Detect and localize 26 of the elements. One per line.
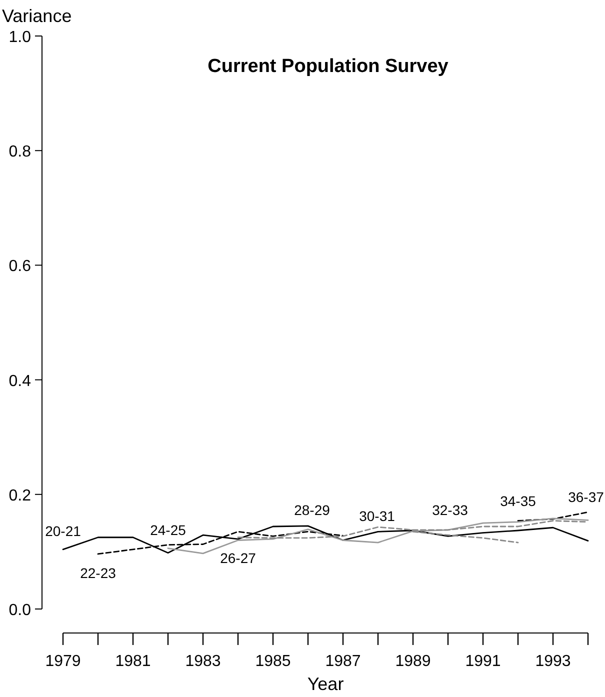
annotation: 30-31 bbox=[359, 508, 396, 524]
x-tick-label: 1993 bbox=[535, 653, 571, 670]
annotation: 24-25 bbox=[150, 522, 186, 538]
annotation: 32-33 bbox=[432, 502, 468, 518]
x-tick-label: 1989 bbox=[395, 653, 431, 670]
x-axis-title: Year bbox=[307, 674, 344, 694]
x-tick-label: 1985 bbox=[255, 653, 291, 670]
annotation: 34-35 bbox=[500, 493, 536, 509]
x-tick-label: 1987 bbox=[325, 653, 361, 670]
y-tick-label: 0.8 bbox=[8, 144, 32, 161]
y-tick-label: 0.2 bbox=[8, 487, 32, 504]
annotation: 28-29 bbox=[294, 502, 330, 518]
y-tick-label: 0.4 bbox=[8, 372, 32, 390]
x-tick-label: 1991 bbox=[465, 653, 501, 670]
x-tick-label: 1979 bbox=[45, 653, 81, 670]
text: 1.0 bbox=[8, 29, 31, 46]
text: Current Population Survey bbox=[208, 56, 449, 77]
annotation: 36-37 bbox=[568, 489, 604, 505]
text: 0.0 bbox=[8, 602, 31, 619]
x-tick-label: 1983 bbox=[185, 653, 221, 670]
annotation: 22-23 bbox=[80, 565, 116, 581]
annotation: 20-21 bbox=[45, 523, 82, 539]
y-axis-title: Variance bbox=[2, 6, 72, 26]
x-tick-label: 1981 bbox=[115, 653, 151, 670]
y-tick-label: 0.6 bbox=[8, 258, 32, 276]
annotation: 26-27 bbox=[220, 550, 256, 566]
